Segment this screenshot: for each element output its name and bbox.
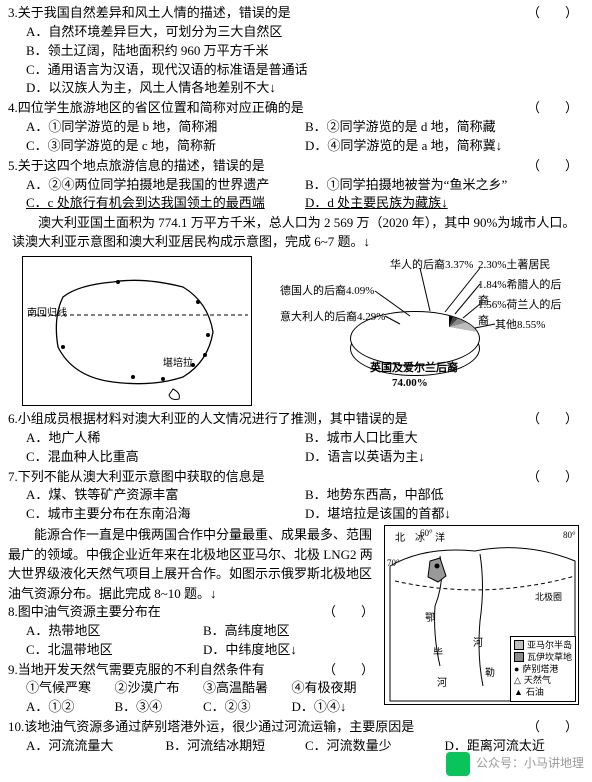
q4-option-a: A．①同学游览的是 b 地，简称湘 xyxy=(26,118,305,137)
q3-option-d: D．以汉族人为主，风土人情各地差别不大↓ xyxy=(8,79,584,98)
svg-text:70°: 70° xyxy=(387,558,400,568)
svg-text:80°: 80° xyxy=(563,530,576,540)
svg-text:60°: 60° xyxy=(420,528,433,538)
q9-number: 9. xyxy=(8,661,18,680)
layout-q8-q10: 能源合作一直是中俄两国合作中分量最重、成果最多、范围最广的领域。中俄企业近年来在… xyxy=(8,525,584,718)
question-6: 6. 小组成员根据材料对澳大利亚的人文情况进行了推测，其中错误的是 （ ） A．… xyxy=(8,410,584,467)
q4-number: 4. xyxy=(8,99,18,118)
question-3: 3. 关于我国自然差异和风土人情的描述，错误的是 （ ） A．自然环境差异巨大，… xyxy=(8,4,584,98)
q10-option-b: B．河流结冰期短 xyxy=(166,737,306,756)
q3-number: 3. xyxy=(8,4,18,23)
q8-option-b: B．高纬度地区 xyxy=(203,622,380,641)
leg-2: 萨别塔港 xyxy=(522,664,558,675)
q6-paren: （ ） xyxy=(527,410,584,429)
q3-option-c: C．通用语言为汉语，现代汉语的标准语是普通话 xyxy=(8,61,584,80)
q5-option-c: C．c 处旅行有机会到达我国领土的最西端 xyxy=(26,194,305,213)
q8-option-a: A．热带地区 xyxy=(26,622,203,641)
figure-row: 南回归线 堪培拉 华人的后裔3.37% 2.30%土著居民 德国人的后裔4.09… xyxy=(8,256,584,406)
q9-sub-2: ②沙漠广布 xyxy=(115,679,204,698)
q5-option-b: B．①同学拍摄地被誉为“鱼米之乡” xyxy=(305,176,584,195)
svg-text:河: 河 xyxy=(437,677,447,689)
leg-2-sym: ● xyxy=(514,664,519,675)
q4-option-c: C．③同学游览的是 c 地，简称新 xyxy=(26,137,305,156)
question-7: 7. 下列不能从澳大利亚示意图中获取的信息是 （ ） A．煤、铁等矿产资源丰富 … xyxy=(8,468,584,525)
q6-option-a: A．地广人稀 xyxy=(26,429,305,448)
q7-number: 7. xyxy=(8,468,18,487)
q9-sub-1: ①气候严寒 xyxy=(26,679,115,698)
question-5: 5. 关于这四个地点旅游信息的描述，错误的是 （ ） A．②④两位同学拍摄地是我… xyxy=(8,157,584,214)
leg-3: 天然气 xyxy=(524,675,551,686)
q5-stem: 关于这四个地点旅游信息的描述，错误的是 xyxy=(18,157,527,176)
wechat-icon xyxy=(446,752,470,776)
svg-text:鄂: 鄂 xyxy=(425,612,435,624)
svg-text:勒: 勒 xyxy=(485,666,495,679)
question-4: 4. 四位学生旅游地区的省区位置和简称对应正确的是 （ ） A．①同学游览的是 … xyxy=(8,99,584,156)
q6-option-c: C．混血种人比重高 xyxy=(26,448,305,467)
q8-option-d: D．中纬度地区↓ xyxy=(203,641,380,660)
q5-number: 5. xyxy=(8,157,18,176)
leg-1: 瓦伊坎草地 xyxy=(527,652,572,663)
q4-paren: （ ） xyxy=(527,99,584,118)
q10-option-c: C．河流数量少 xyxy=(305,737,445,756)
watermark-text: 公众号：小马讲地理 xyxy=(476,755,584,772)
q3-option-a: A．自然环境差异巨大，可划分为三大自然区 xyxy=(8,23,584,42)
q5-option-a: A．②④两位同学拍摄地是我国的世界遗产 xyxy=(26,176,305,195)
q9-sub-4: ④有极夜期 xyxy=(292,679,381,698)
q5-paren: （ ） xyxy=(527,157,584,176)
question-9: 9. 当地开发天然气需要克服的不利自然条件有 （ ） ①气候严寒 ②沙漠广布 ③… xyxy=(8,661,380,718)
q9-option-d: D．①④↓ xyxy=(292,698,381,717)
q4-option-b: B．②同学游览的是 d 地，简称藏 xyxy=(305,118,584,137)
q9-stem: 当地开发天然气需要克服的不利自然条件有 xyxy=(18,661,323,680)
svg-text:毕: 毕 xyxy=(433,646,443,659)
map-legend: 亚马尔半岛 瓦伊坎草地 ●萨别塔港 △天然气 ▲石油 xyxy=(510,636,576,702)
q6-option-d: D．语言以英语为主↓ xyxy=(305,448,584,467)
q9-option-a: A．①② xyxy=(26,698,115,717)
q8-paren: （ ） xyxy=(323,603,380,622)
city-canberra: 堪培拉 xyxy=(163,357,193,372)
q3-option-b: B．领土辽阔，陆地面积约 960 万平方千米 xyxy=(8,42,584,61)
leg-4-sym: ▲ xyxy=(514,687,523,698)
q7-option-a: A．煤、铁等矿产资源丰富 xyxy=(26,486,305,505)
q6-option-b: B．城市人口比重大 xyxy=(305,429,584,448)
q3-stem: 关于我国自然差异和风土人情的描述，错误的是 xyxy=(18,4,527,23)
australia-map: 南回归线 堪培拉 xyxy=(22,256,252,406)
population-pie-chart: 华人的后裔3.37% 2.30%土著居民 德国人的后裔4.09% 1.84%希腊… xyxy=(280,256,570,406)
q7-option-c: C．城市主要分布在东南沿海 xyxy=(26,505,305,524)
q10-option-a: A．河流流量大 xyxy=(26,737,166,756)
q7-paren: （ ） xyxy=(527,468,584,487)
russia-arctic-map: 北 冰 洋 北极圈 70° 60° 80° 鄂 毕 河 河 勒 亚马尔半岛 瓦伊… xyxy=(384,525,579,705)
leg-0: 亚马尔半岛 xyxy=(527,640,572,651)
q7-option-d: D．堪培拉是该国的首都↓ xyxy=(305,505,584,524)
question-10: 10. 该地油气资源多通过萨别塔港外运，很少通过河流运输，主要原因是 （ ） A… xyxy=(8,718,584,756)
q3-paren: （ ） xyxy=(527,4,584,23)
q7-stem: 下列不能从澳大利亚示意图中获取的信息是 xyxy=(18,468,527,487)
q9-sub-3: ③高温酷暑 xyxy=(203,679,292,698)
q4-stem: 四位学生旅游地区的省区位置和简称对应正确的是 xyxy=(18,99,527,118)
leg-3-sym: △ xyxy=(514,675,521,686)
q10-stem: 该地油气资源多通过萨别塔港外运，很少通过河流运输，主要原因是 xyxy=(24,718,527,737)
q6-number: 6. xyxy=(8,410,18,429)
q10-paren: （ ） xyxy=(527,718,584,737)
q8-option-c: C．北温带地区 xyxy=(26,641,203,660)
q9-paren: （ ） xyxy=(323,661,380,680)
q10-number: 10. xyxy=(8,718,24,737)
q6-stem: 小组成员根据材料对澳大利亚的人文情况进行了推测，其中错误的是 xyxy=(18,410,527,429)
q9-option-c: C．②③ xyxy=(203,698,292,717)
q4-option-d: D．④同学游览的是 a 地，简称冀↓ xyxy=(305,137,584,156)
svg-text:北极圈: 北极圈 xyxy=(535,591,562,602)
q9-option-b: B．③④ xyxy=(115,698,204,717)
leg-4: 石油 xyxy=(526,687,544,698)
passage-australia: 澳大利亚国土面积为 774.1 万平方千米，总人口为 2 569 万（2020 … xyxy=(8,214,584,252)
q5-option-d: D．d 处主要民族为藏族↓ xyxy=(305,194,584,213)
passage-russia: 能源合作一直是中俄两国合作中分量最重、成果最多、范围最广的领域。中俄企业近年来在… xyxy=(8,525,380,603)
svg-text:河: 河 xyxy=(473,637,483,649)
question-8: 8. 图中油气资源主要分布在 （ ） A．热带地区 B．高纬度地区 C．北温带地… xyxy=(8,603,380,660)
q8-number: 8. xyxy=(8,603,18,622)
tropic-label: 南回归线 xyxy=(27,307,67,322)
watermark: 公众号：小马讲地理 xyxy=(446,752,584,776)
q7-option-b: B．地势东西高，中部低 xyxy=(305,486,584,505)
q8-stem: 图中油气资源主要分布在 xyxy=(18,603,323,622)
